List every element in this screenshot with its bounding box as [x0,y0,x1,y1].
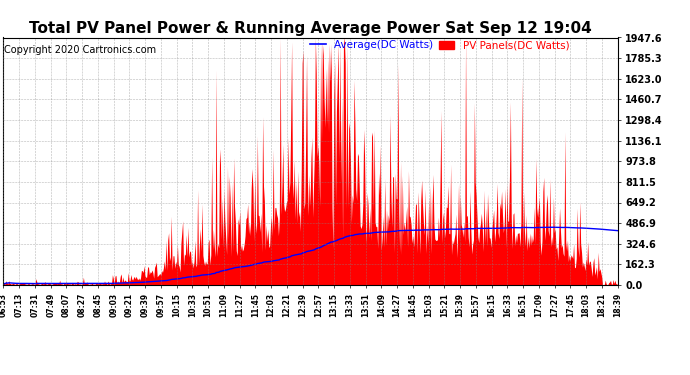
Text: Copyright 2020 Cartronics.com: Copyright 2020 Cartronics.com [4,45,156,55]
Title: Total PV Panel Power & Running Average Power Sat Sep 12 19:04: Total PV Panel Power & Running Average P… [29,21,592,36]
Legend: Average(DC Watts), PV Panels(DC Watts): Average(DC Watts), PV Panels(DC Watts) [310,40,569,50]
